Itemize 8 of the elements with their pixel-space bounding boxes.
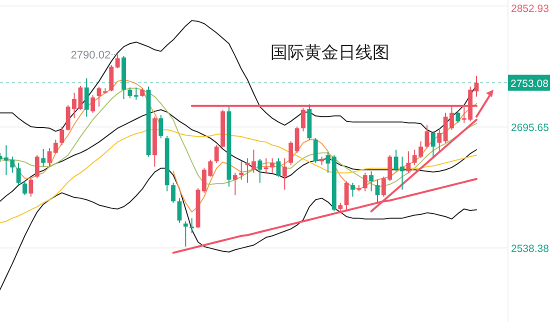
y-tick-label: 2538.38 <box>511 242 550 255</box>
annotation: 2790.02 <box>70 49 118 62</box>
line-series <box>0 109 477 202</box>
y-tick-label: 2852.93 <box>511 3 550 15</box>
line-series <box>0 168 477 290</box>
ref-line-label: 2753.08 <box>510 78 549 90</box>
text: 国际黄金日线图 <box>270 43 390 62</box>
y-tick-label: 2695.65 <box>511 122 550 134</box>
